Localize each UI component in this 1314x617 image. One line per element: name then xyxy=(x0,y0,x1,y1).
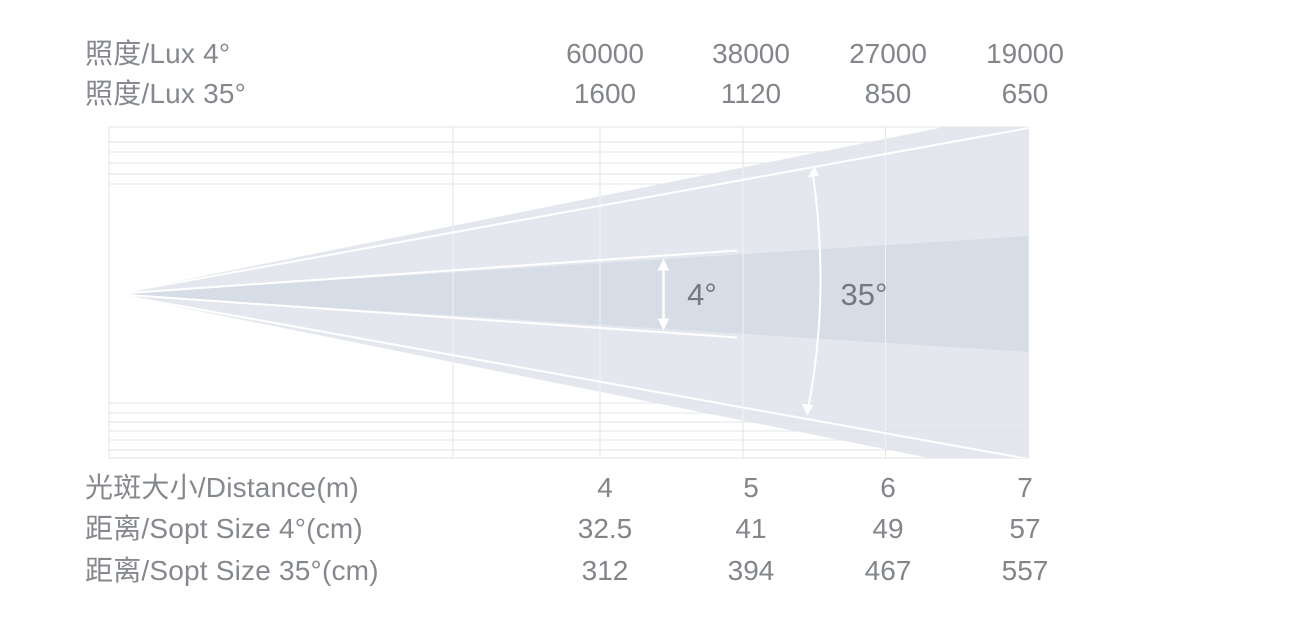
lux-4-value-col1: 60000 xyxy=(566,38,644,69)
spotsize-4-value-col1: 32.5 xyxy=(577,513,633,544)
distance-value-col4: 7 xyxy=(1017,472,1033,503)
grid-horizontal-lines-bottom xyxy=(109,402,1029,459)
lux-4-value-col4: 19000 xyxy=(986,38,1064,69)
spotsize-35-value-col2: 394 xyxy=(727,555,775,586)
lux-35-value-col3: 850 xyxy=(864,78,912,109)
beam-edges-4deg xyxy=(113,249,738,339)
spotsize-4-value-col3: 49 xyxy=(872,513,904,544)
lux-4-value-col2: 38000 xyxy=(712,38,790,69)
distance-value-col3: 6 xyxy=(880,472,896,503)
lux-35-value-col4: 650 xyxy=(1001,78,1049,109)
beam-cone-4deg xyxy=(114,236,1029,352)
angle-label-4deg: 4° xyxy=(687,277,717,312)
spotsize-35-value-col3: 467 xyxy=(864,555,912,586)
beam-edges-35deg xyxy=(113,127,1029,458)
lux-4-row-label: 照度/Lux 4° xyxy=(85,38,231,69)
spotsize-4-value-col2: 41 xyxy=(735,513,767,544)
spotsize-35-value-col1: 312 xyxy=(581,555,629,586)
distance-row-label: 光斑大小/Distance(m) xyxy=(85,472,359,503)
grid-horizontal-lines-top xyxy=(109,126,1029,185)
distance-value-col1: 4 xyxy=(597,472,613,503)
spotsize-4-value-col4: 57 xyxy=(1009,513,1041,544)
spotsize-35-row-label: 距离/Sopt Size 35°(cm) xyxy=(85,555,379,586)
angle-35-arc xyxy=(801,166,822,416)
lux-35-row-label: 照度/Lux 35° xyxy=(85,78,247,109)
distance-value-col2: 5 xyxy=(743,472,759,503)
lux-35-value-col2: 1120 xyxy=(720,78,782,109)
angle-4-arrow xyxy=(657,258,670,331)
spotsize-4-row-label: 距离/Sopt Size 4°(cm) xyxy=(85,513,363,544)
lux-4-value-col3: 27000 xyxy=(849,38,927,69)
spotsize-35-value-col4: 557 xyxy=(1001,555,1049,586)
lux-35-value-col1: 1600 xyxy=(573,78,637,109)
angle-label-35deg: 35° xyxy=(841,277,888,312)
